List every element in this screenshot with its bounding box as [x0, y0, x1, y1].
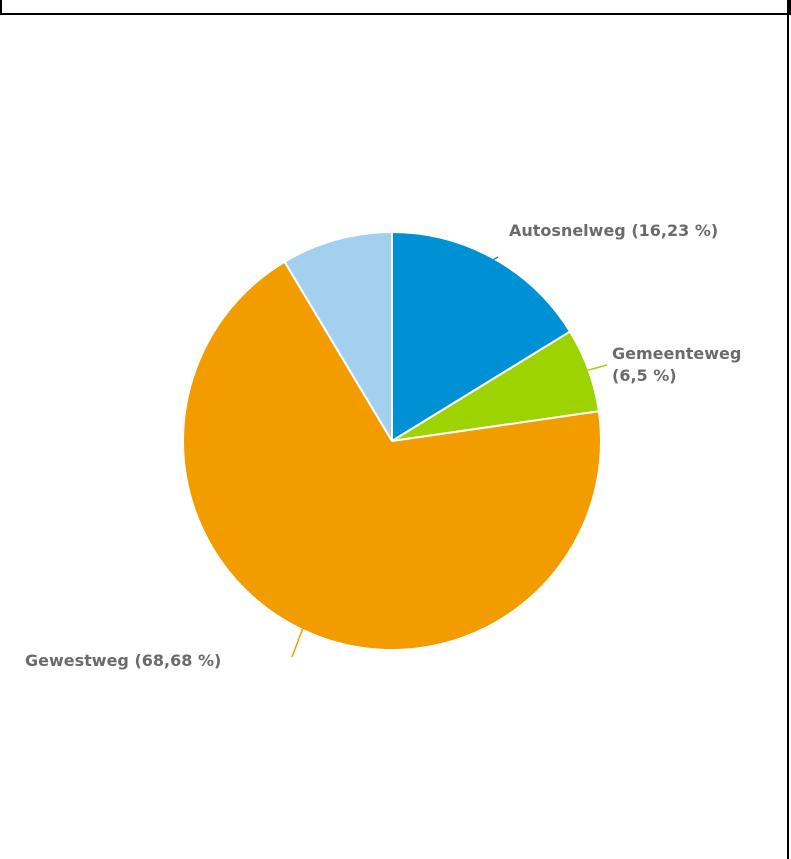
- connector-autosnelweg: [493, 256, 499, 261]
- label-autosnelweg: Autosnelweg (16,23 %): [509, 221, 718, 240]
- label-gemeenteweg-percent: (6,5 %): [612, 366, 677, 385]
- label-connectors: [291, 256, 608, 658]
- label-gemeenteweg: Gemeenteweg (6,5 %): [612, 344, 747, 385]
- label-gewestweg: Gewestweg (68,68 %): [25, 651, 221, 670]
- pie-slices: [182, 231, 602, 651]
- label-gemeenteweg-name: Gemeenteweg: [612, 344, 741, 363]
- connector-gemeenteweg: [587, 364, 608, 372]
- pie-slice-unlabeled: [283, 231, 393, 442]
- connector-gewestweg: [291, 628, 304, 658]
- chart-title-box: [0, 0, 791, 15]
- frame-border: [787, 0, 789, 859]
